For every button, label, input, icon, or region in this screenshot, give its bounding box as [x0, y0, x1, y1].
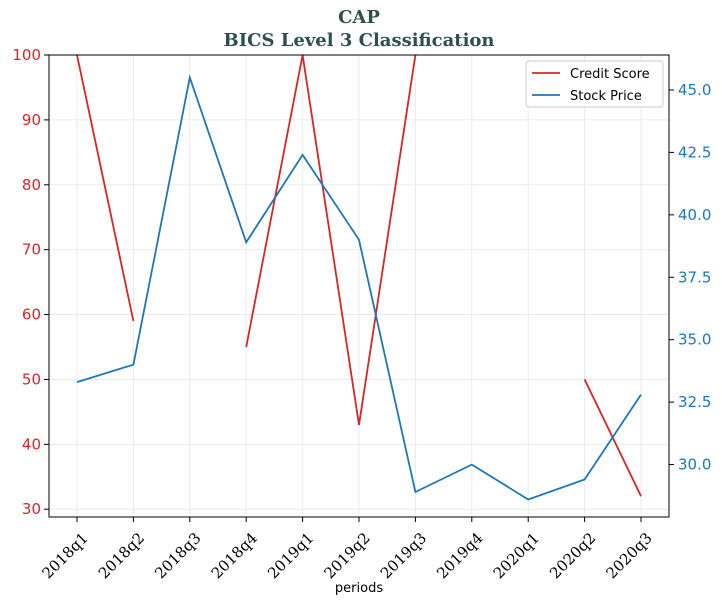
left-tick-label: 80: [22, 176, 41, 194]
credit-score-line: [76, 54, 135, 322]
right-tick-label: 40.0: [678, 206, 711, 224]
x-tick-label: 2019q1: [264, 529, 317, 582]
grid: [49, 54, 669, 517]
left-axis: 30 40 50 60 70 80 90 100: [12, 46, 49, 518]
stock-price-line: [76, 74, 642, 501]
right-axis: 30.0 32.5 35.0 37.5 40.0 42.5 45.0: [669, 81, 711, 474]
right-tick-label: 32.5: [678, 393, 711, 411]
x-axis-label: periods: [335, 581, 383, 596]
legend-label-stock-price: Stock Price: [570, 89, 642, 104]
right-tick-label: 37.5: [678, 268, 711, 286]
left-tick-label: 60: [22, 306, 41, 324]
x-tick-label: 2018q2: [95, 529, 148, 582]
chart-title: CAP: [338, 7, 380, 28]
series-lines: [76, 54, 642, 501]
x-tick-label: 2019q2: [320, 529, 373, 582]
right-tick-label: 35.0: [678, 331, 711, 349]
left-tick-label: 100: [12, 46, 41, 64]
x-tick-label: 2018q3: [151, 529, 204, 582]
left-tick-label: 40: [22, 435, 41, 453]
left-tick-label: 30: [22, 500, 41, 518]
chart-subtitle: BICS Level 3 Classification: [223, 30, 494, 51]
left-tick-label: 70: [22, 241, 41, 259]
x-tick-label: 2020q1: [490, 529, 543, 582]
right-tick-label: 45.0: [678, 81, 711, 99]
legend-label-credit-score: Credit Score: [570, 67, 650, 82]
legend-box: [525, 60, 664, 108]
x-tick-label: 2018q1: [38, 529, 91, 582]
right-tick-label: 30.0: [678, 456, 711, 474]
left-tick-label: 90: [22, 111, 41, 129]
left-tick-label: 50: [22, 370, 41, 388]
credit-score-line: [245, 54, 417, 426]
right-tick-label: 42.5: [678, 143, 711, 161]
x-tick-label: 2020q3: [602, 529, 655, 582]
x-tick-label: 2019q4: [433, 529, 486, 582]
x-tick-label: 2020q2: [546, 529, 599, 582]
x-tick-label: 2019q3: [377, 529, 430, 582]
x-axis: 2018q1 2018q2 2018q3 2018q4 2019q1 2019q2 2019…: [38, 517, 656, 582]
legend: Credit Score Stock Price: [525, 60, 664, 108]
x-tick-label: 2018q4: [208, 529, 261, 582]
